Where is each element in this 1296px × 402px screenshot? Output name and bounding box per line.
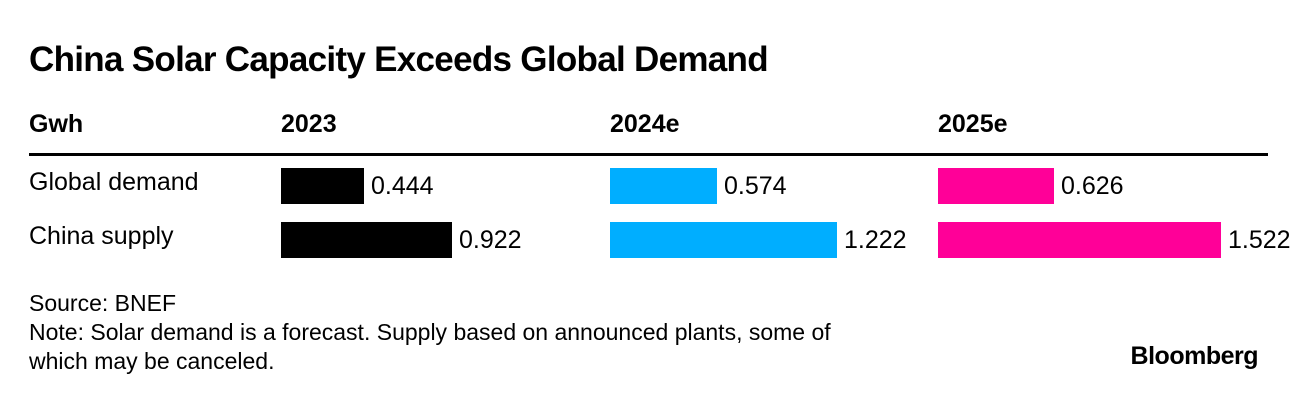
value-label-global-demand-2023: 0.444: [371, 172, 434, 200]
value-label-global-demand-2025e: 0.626: [1061, 172, 1124, 200]
bar-global-demand-2024e: [610, 168, 717, 204]
value-label-global-demand-2024e: 0.574: [724, 172, 787, 200]
header-unit: Gwh: [29, 110, 84, 138]
source-note: Source: BNEF: [29, 290, 176, 316]
note-line-1: Note: Solar demand is a forecast. Supply…: [29, 319, 831, 345]
row-label-china-supply: China supply: [29, 222, 174, 250]
note-line-2: which may be canceled.: [29, 348, 275, 374]
footer: Source: BNEF Note: Solar demand is a for…: [29, 289, 1029, 376]
header-rule: [29, 153, 1268, 156]
bar-china-supply-2025e: [938, 222, 1221, 258]
chart-title: China Solar Capacity Exceeds Global Dema…: [29, 40, 769, 79]
bar-china-supply-2023: [281, 222, 452, 258]
value-label-china-supply-2023: 0.922: [459, 226, 522, 254]
bar-global-demand-2023: [281, 168, 364, 204]
bar-global-demand-2025e: [938, 168, 1054, 204]
bar-china-supply-2024e: [610, 222, 837, 258]
header-col-2025e: 2025e: [938, 110, 1008, 138]
header-col-2023: 2023: [281, 110, 337, 138]
bloomberg-logo: Bloomberg: [1130, 342, 1259, 370]
value-label-china-supply-2024e: 1.222: [844, 226, 907, 254]
value-label-china-supply-2025e: 1.522: [1228, 226, 1291, 254]
row-label-global-demand: Global demand: [29, 168, 199, 196]
header-col-2024e: 2024e: [610, 110, 680, 138]
